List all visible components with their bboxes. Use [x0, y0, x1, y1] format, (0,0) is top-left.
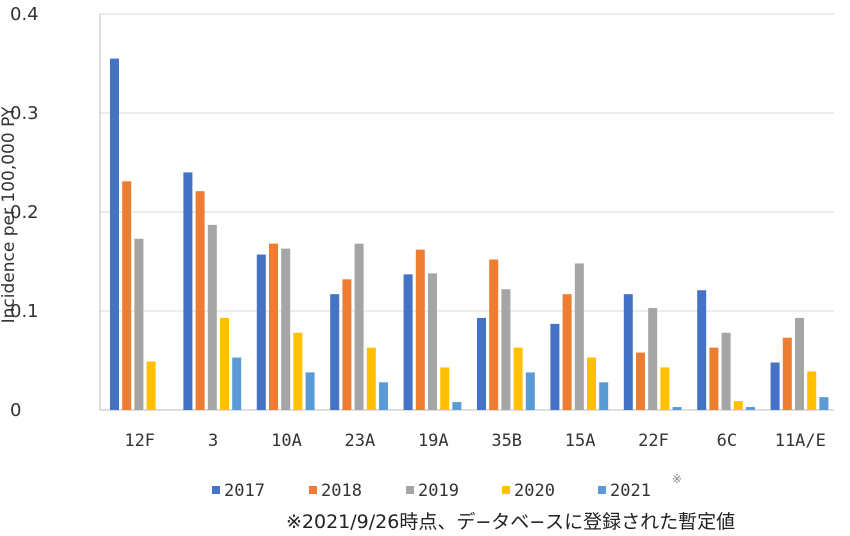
y-tick-label: 0: [10, 400, 21, 421]
bar-2021-11a-e: [819, 397, 829, 410]
x-tick-label: 22F: [638, 431, 669, 451]
bar-2017-35b: [477, 317, 486, 410]
y-tick-label: 0.1: [10, 301, 39, 322]
bar-2021-19a: [452, 402, 462, 410]
bar-2020-22f: [660, 367, 670, 410]
bar-2020-19a: [440, 367, 450, 410]
bar-2020-11a-e: [807, 371, 817, 410]
bar-2019-23a: [354, 243, 364, 410]
bar-2017-6c: [697, 290, 707, 410]
bar-2017-22f: [623, 294, 633, 410]
bar-2019-19a: [428, 273, 437, 410]
legend-swatch-2018: [309, 486, 317, 494]
bar-2019-22f: [648, 308, 658, 410]
bar-2017-19a: [403, 274, 413, 410]
bar-2017-11a-e: [770, 362, 780, 410]
bar-2018-22f: [636, 352, 645, 410]
legend-label-2020: 2020: [514, 481, 555, 501]
bar-2021-15a: [599, 382, 609, 410]
legend-label-2021: 2021: [610, 481, 651, 501]
bar-2019-11a-e: [795, 317, 804, 410]
bar-2017-15a: [550, 323, 560, 410]
x-tick-label: 15A: [565, 431, 596, 451]
bar-2018-6c: [709, 347, 719, 410]
legend-label-2019: 2019: [418, 481, 459, 501]
bar-2017-23a: [330, 294, 340, 410]
bar-2021-3: [232, 357, 242, 410]
legend-label-2018: 2018: [321, 481, 362, 501]
bar-2021-22f: [672, 407, 682, 410]
bar-2020-35b: [513, 347, 523, 410]
bar-2017-3: [183, 172, 193, 410]
bar-2020-12f: [146, 361, 156, 410]
bar-2019-6c: [721, 332, 731, 410]
y-tick-label: 0.4: [10, 4, 39, 25]
bar-2019-12f: [134, 238, 144, 410]
x-tick-label: 12F: [124, 431, 155, 451]
bar-2019-35b: [501, 289, 511, 410]
bar-2021-35b: [525, 372, 535, 410]
x-tick-label: 3: [208, 431, 218, 451]
legend-swatch-2017: [212, 486, 220, 494]
x-tick-label: 35B: [491, 431, 522, 451]
x-tick-label: 19A: [418, 431, 449, 451]
legend-swatch-2019: [406, 486, 414, 494]
bar-2020-23a: [366, 347, 376, 410]
bar-2020-3: [220, 317, 229, 410]
gridlines: [100, 13, 834, 312]
axis-labels: 0 0.1 0.2 0.3 0.4 12F 3 10A 23A 19A 35B 15A 22F 6C 11A…: [10, 4, 826, 451]
bar-2021-10a: [305, 372, 315, 410]
bar-2020-15a: [587, 357, 596, 410]
bar-2021-23a: [379, 382, 388, 410]
bar-2018-3: [195, 191, 205, 410]
bar-2017-10a: [256, 254, 266, 410]
bar-2018-35b: [489, 259, 499, 410]
x-tick-label: 6C: [717, 431, 737, 451]
bar-2019-10a: [281, 248, 291, 410]
x-tick-label: 23A: [345, 431, 376, 451]
bar-2018-11a-e: [782, 337, 792, 410]
legend-swatch-2020: [502, 486, 510, 494]
bar-2020-6c: [733, 401, 743, 410]
y-tick-label: 0.2: [10, 202, 39, 223]
bars: [110, 58, 829, 411]
bar-2018-19a: [415, 249, 425, 410]
bar-2019-15a: [574, 263, 584, 410]
bar-2020-10a: [293, 332, 303, 410]
bar-2021-6c: [746, 407, 755, 410]
bar-2018-10a: [269, 243, 278, 410]
legend-swatch-2021: [598, 486, 606, 494]
bar-2018-15a: [562, 294, 572, 410]
x-tick-label: 10A: [271, 431, 302, 451]
y-tick-label: 0.3: [10, 103, 39, 124]
asterisk-mark: ※: [672, 472, 682, 486]
x-tick-label: 11A/E: [775, 431, 826, 451]
bar-2019-3: [207, 224, 217, 410]
bar-2017-12f: [110, 58, 119, 411]
legend: 2017 2018 2019 2020 2021: [212, 481, 651, 501]
bar-2018-23a: [342, 279, 352, 410]
bar-2018-12f: [122, 181, 132, 410]
y-axis-title: Incidence per 100,000 PY: [0, 106, 19, 323]
legend-label-2017: 2017: [224, 481, 265, 501]
footnote: ※2021/9/26時点、デ−タベ−スに登録された暫定値: [286, 511, 735, 533]
